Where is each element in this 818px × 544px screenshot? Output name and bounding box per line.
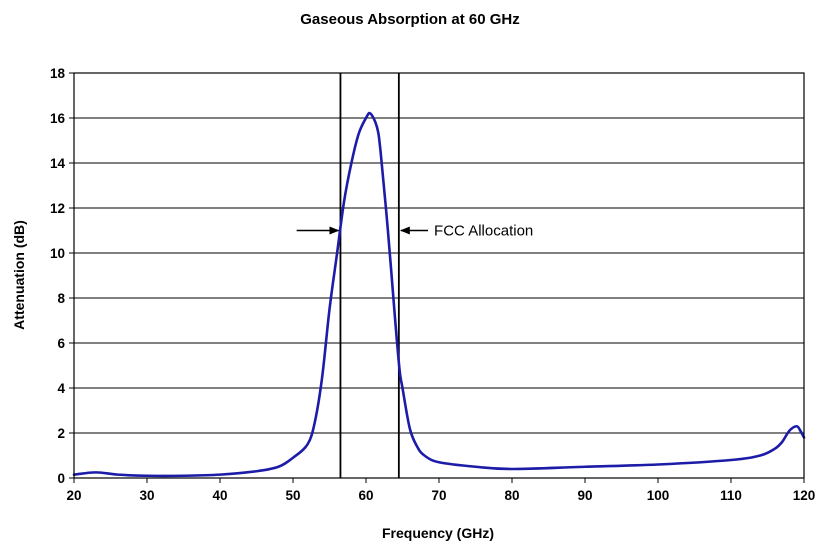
chart-title: Gaseous Absorption at 60 GHz: [300, 11, 520, 28]
y-tick-label: 14: [50, 156, 66, 171]
y-tick-label: 16: [50, 111, 66, 126]
tick-labels: 0 2 4 6 8 10 12 14 16 18 20 30 40 50 60 70 80 90 100 110 120: [50, 66, 815, 503]
x-tick-label: 40: [212, 488, 227, 503]
y-axis-label: Attenuation (dB): [11, 220, 27, 330]
y-tick-label: 6: [57, 336, 65, 351]
x-tick-label: 20: [66, 488, 81, 503]
grid-lines: [74, 72, 804, 479]
plot-area-frame: [73, 72, 805, 479]
fcc-allocation-lines: [339, 73, 400, 478]
y-tick-label: 12: [50, 201, 65, 216]
y-tick-label: 0: [57, 471, 65, 486]
x-tick-label: 100: [647, 488, 670, 503]
x-tick-label: 110: [720, 488, 742, 503]
y-tick-label: 18: [50, 66, 66, 81]
x-tick-label: 50: [285, 488, 300, 503]
y-tick-label: 8: [57, 291, 65, 306]
x-tick-label: 120: [793, 488, 816, 503]
x-tick-label: 60: [358, 488, 373, 503]
series-line: [72, 111, 806, 478]
y-tick-label: 2: [57, 426, 65, 441]
series-layer: [72, 111, 806, 478]
x-tick-label: 90: [577, 488, 592, 503]
annotation-label: FCC Allocation: [434, 223, 533, 240]
y-tick-label: 4: [57, 381, 65, 396]
y-tick-label: 10: [50, 246, 65, 261]
x-tick-label: 70: [431, 488, 446, 503]
x-tick-label: 30: [139, 488, 154, 503]
x-tick-label: 80: [504, 488, 519, 503]
x-axis-label: Frequency (GHz): [382, 525, 494, 541]
annotation-layer: FCC Allocation: [296, 223, 533, 240]
